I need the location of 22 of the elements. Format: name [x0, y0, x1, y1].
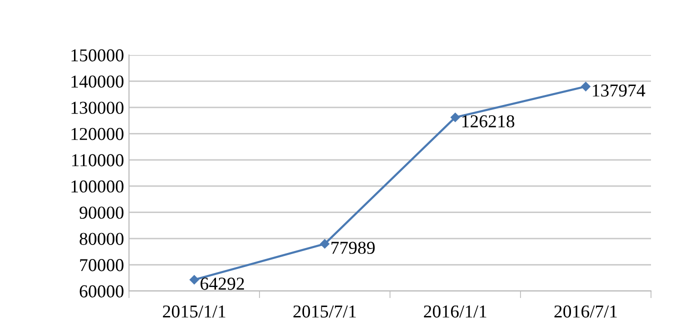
point	[581, 82, 590, 92]
x-tick-label: 2015/7/1	[293, 305, 356, 318]
y-tick-label: 150000	[72, 49, 124, 62]
y-tick-label: 90000	[80, 206, 124, 219]
x-tick-label: 2015/1/1	[162, 305, 226, 318]
point	[320, 239, 330, 248]
x-tick-label: 2016/1/1	[424, 305, 486, 318]
y-tick-label: 120000	[72, 128, 124, 140]
y-tick-label: 100000	[72, 180, 124, 193]
data-label: 77989	[331, 242, 375, 254]
y-tick-label: 80000	[80, 232, 124, 245]
y-tick-label: 60000	[80, 285, 124, 298]
y-tick-label: 110000	[72, 154, 124, 166]
y-tick-label: 70000	[80, 259, 124, 272]
y-tick-label: 140000	[72, 75, 124, 88]
y-tick-label: 130000	[72, 102, 124, 114]
x-tick-label: 2016/7/1	[554, 305, 617, 318]
data-label: 64292	[200, 278, 244, 290]
point	[190, 275, 199, 284]
point	[450, 112, 460, 122]
data-label: 126218	[462, 115, 514, 128]
data-label: 137974	[592, 84, 646, 97]
